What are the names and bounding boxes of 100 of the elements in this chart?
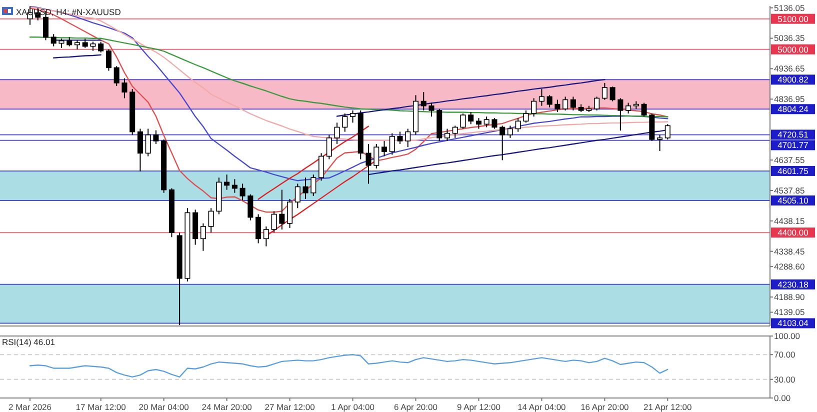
candlestick [626,102,632,114]
x-tick-label: 14 Apr 04:00 [518,402,566,412]
candlestick [326,134,332,160]
candlestick [294,183,300,209]
candlestick [381,140,388,157]
chart-title: RSI(14) 46.01 [2,337,56,347]
ref-line-label: 4505.10 [778,195,809,206]
y-tick-label: 4139.05 [774,307,805,318]
candlestick [318,152,324,182]
candlestick [610,86,616,102]
candlestick [98,41,104,53]
candlestick [224,174,230,190]
candlestick [82,38,88,48]
candlestick [342,112,348,132]
ref-line-label: 4900.82 [778,74,809,85]
candlestick [106,48,112,72]
candlestick [657,134,663,152]
candlestick [66,36,72,47]
candlestick [374,144,380,169]
ref-line-label: 4701.77 [778,140,809,150]
candlestick [240,183,246,202]
candlestick [287,198,293,228]
candlestick [602,82,608,100]
candlestick [538,88,544,106]
candlestick [444,128,450,142]
candlestick [641,102,647,118]
y-tick-label: 100.00 [774,330,800,341]
candlestick [302,177,308,200]
y-tick-label: 4936.65 [774,64,805,74]
line-series [29,354,668,378]
y-tick-label: 4188.90 [774,292,805,302]
candlestick [468,111,474,125]
candlestick [122,78,128,99]
y-tick-label: 4288.60 [774,262,805,272]
candlestick [562,96,568,111]
x-tick-label: 6 Apr 20:00 [394,402,438,412]
candlestick [507,125,513,138]
candlestick [405,128,411,148]
candlestick [515,118,521,132]
ref-line-label: 4400.00 [778,228,809,238]
y-tick-label: 4438.15 [774,216,805,226]
candlestick [350,110,356,124]
candlestick [397,131,403,145]
y-tick-label: 4637.55 [774,155,805,166]
candlestick [389,132,395,156]
x-tick-label: 17 Mar 12:00 [76,402,126,412]
candlestick [618,98,624,132]
candlestick [114,66,120,86]
candlestick [310,174,316,196]
candlestick [570,96,576,111]
candlestick [256,214,262,244]
y-tick-label: 4537.85 [774,185,805,196]
candlestick [500,125,506,161]
candlestick [50,34,56,47]
candlestick [460,112,466,130]
y-tick-label: 70.00 [774,350,796,360]
x-tick-label: 16 Apr 20:00 [580,402,630,412]
y-tick-label: 4836.95 [774,94,805,104]
candlestick [248,194,254,221]
ref-line-label: 4230.18 [778,279,809,290]
candlestick [58,38,64,48]
y-tick-label: 30.00 [774,374,796,384]
candlestick [366,144,372,184]
candlestick [232,178,238,194]
candlestick [554,99,560,112]
candlestick [546,94,552,108]
x-tick-label: 27 Mar 12:00 [264,402,316,412]
candlestick [523,110,529,124]
candlestick [334,122,340,145]
candlestick [145,128,151,157]
candlestick [476,118,482,130]
candlestick [484,116,490,128]
candlestick [74,40,80,50]
candlestick [263,226,269,247]
y-tick-label: 0.00 [774,392,791,403]
candlestick [664,124,670,140]
y-tick-label: 5036.35 [774,33,805,44]
ref-line-label: 4804.24 [778,104,809,114]
candlestick [208,208,214,234]
y-tick-label: 5136.05 [774,2,805,13]
candlestick [428,102,434,118]
x-tick-label: 2 Mar 2026 [8,402,52,412]
candlestick [594,96,600,111]
ref-line-label: 4103.04 [778,318,809,328]
ref-line-label: 4601.75 [778,166,809,176]
candlestick [420,92,426,111]
line-series [258,126,370,200]
candlestick [200,222,206,252]
candlestick [137,128,143,172]
ref-line-label: 5100.00 [778,14,809,24]
y-tick-label: 4338.45 [774,246,805,256]
candlestick [452,125,458,138]
x-tick-label: 9 Apr 12:00 [456,402,501,412]
ref-line-label: 4720.51 [778,130,809,140]
candlestick [279,189,285,230]
x-tick-label: 21 Apr 12:00 [644,402,692,412]
candlestick [531,98,537,118]
candlestick [153,130,159,145]
x-tick-label: 1 Apr 04:00 [331,402,375,412]
x-tick-label: 20 Mar 04:00 [138,402,190,412]
